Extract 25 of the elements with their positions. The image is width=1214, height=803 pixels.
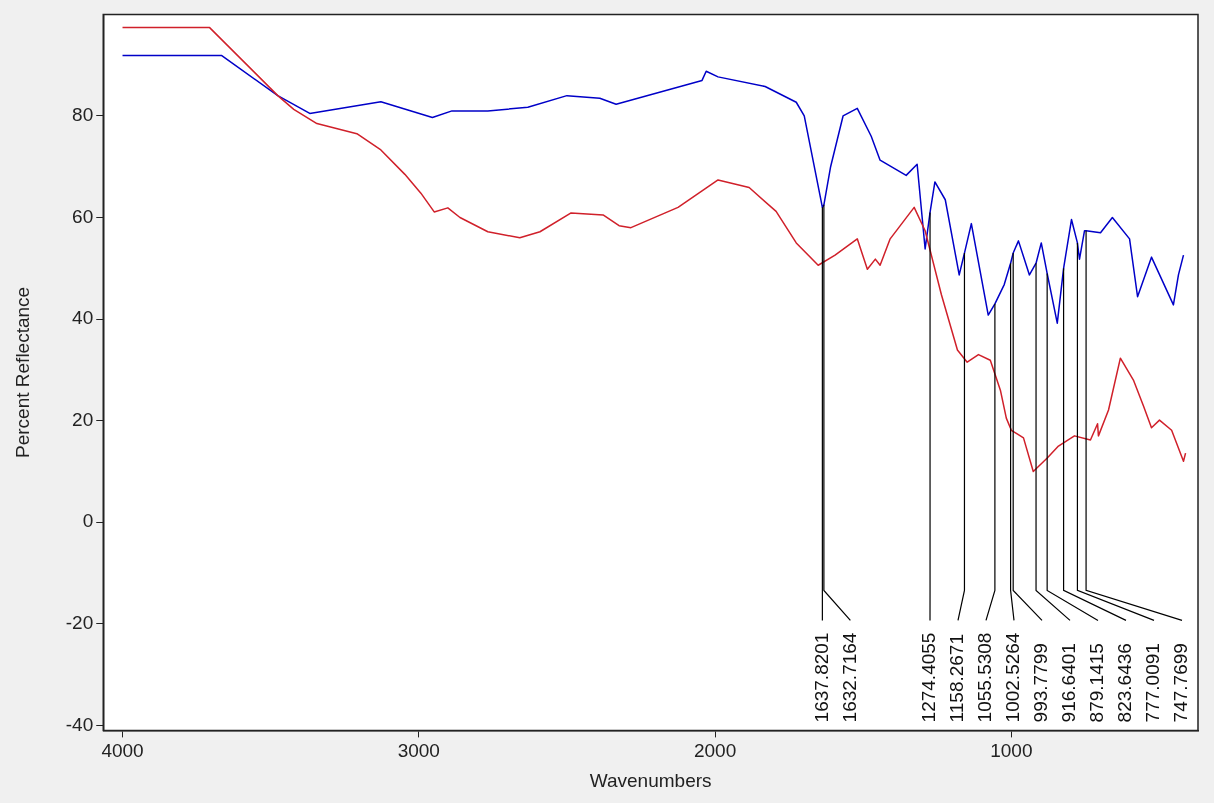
annotation: 1158.2671 <box>946 633 968 723</box>
y-tick-label: 80 <box>72 104 94 126</box>
annotation: 879.1415 <box>1086 643 1108 723</box>
x-tick-label: 3000 <box>397 740 440 762</box>
x-axis-title: Wavenumbers <box>589 769 712 791</box>
annotation: 993.7799 <box>1030 643 1052 723</box>
annotation: 1002.5264 <box>1002 632 1024 723</box>
annotation: 916.6401 <box>1058 643 1080 723</box>
y-tick-label: 20 <box>72 408 94 430</box>
annotation: 1632.7164 <box>838 632 860 723</box>
x-tick-label: 1000 <box>990 740 1033 762</box>
y-tick-label: 40 <box>72 307 94 329</box>
y-axis-title: Percent Reflectance <box>11 286 33 458</box>
x-tick-label: 4000 <box>101 740 144 762</box>
y-tick-label: -20 <box>65 612 94 633</box>
annotation: 1637.8201 <box>810 632 832 723</box>
annotation: 777.0091 <box>1142 643 1164 723</box>
annotation: 1274.4055 <box>918 632 940 723</box>
y-tick-label: 0 <box>82 510 94 532</box>
annotation: 1055.5308 <box>974 632 996 723</box>
annotation: 747.7699 <box>1170 643 1192 723</box>
y-tick-label: 60 <box>72 205 94 227</box>
y-tick-label: -40 <box>65 713 94 735</box>
annotation: 823.6436 <box>1114 643 1136 723</box>
x-tick-label: 2000 <box>693 740 737 762</box>
